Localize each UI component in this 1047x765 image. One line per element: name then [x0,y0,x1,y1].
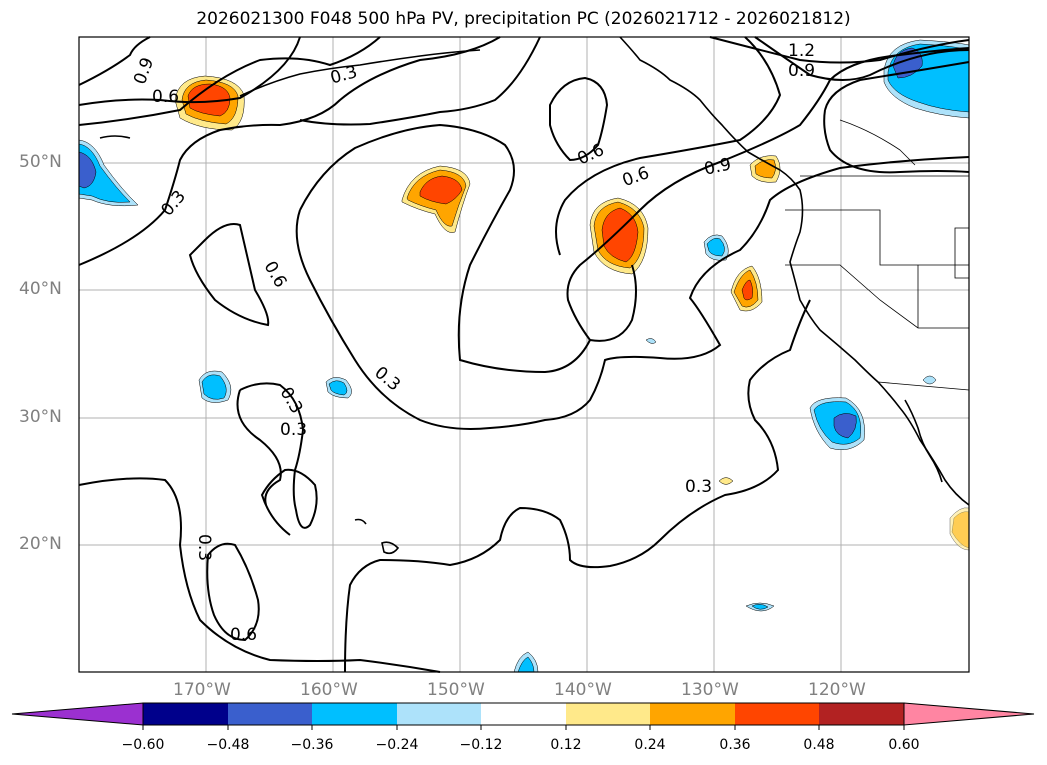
coastline-baja [904,399,943,483]
contour-label: 0.9 [788,61,815,81]
contour-0p9-ne-b [824,61,970,111]
contour-label: 0.6 [152,87,179,107]
contour-0p6-south [206,542,260,642]
contour-0p3-mid-b [236,389,282,506]
lon-label-120w: 120°W [808,680,866,700]
anomaly-pos-central [401,165,471,233]
map-background [79,37,969,672]
contour-0p9-ne [754,36,970,81]
colorbar-tick-label: −0.24 [375,737,419,753]
colorbar-tick-label: −0.36 [290,737,334,753]
contour-0p3-north [78,36,501,266]
coastline-aleutian-west [99,135,131,139]
contour-0p3-inner [299,36,541,126]
coastline-americas [619,36,970,506]
precip-anomaly-contour [517,656,535,673]
precip-anomaly-contour [419,175,463,205]
precip-anomaly-contour [741,279,753,301]
contour-0p3-southeast [344,299,811,673]
contour-0p6-loop [549,76,609,162]
colorbar-tick-label: 0.60 [888,737,920,753]
contour-0p3-south [78,477,441,673]
colorbar-extend-low [11,702,144,726]
colorbar-tick-label: 0.36 [719,737,751,753]
colorbar-tick-label: −0.60 [121,737,165,753]
precip-anomaly-contour [201,374,227,400]
contour-0p6-top [78,36,381,126]
colorbar-segment [819,703,904,725]
colorbar-tick-label: −0.12 [459,737,503,753]
anomaly-neg-west-edge [78,139,139,207]
precip-anomaly-contour [833,413,857,439]
colorbar-segment [650,703,735,725]
contour-0p6-jet [566,47,970,341]
anomaly-pos-vancouver [749,155,781,183]
precip-anomaly-contour [751,604,769,610]
precip-anomaly-contour [328,380,348,396]
coastline-aleutians [239,49,481,97]
coastlines [99,36,970,555]
colorbar-segment [228,703,312,725]
anomaly-pos-small [718,477,970,551]
lat-label-40n: 40°N [19,279,62,299]
border-states-a [785,209,969,266]
map-frame [78,36,970,673]
precip-anomaly-contour [718,477,734,485]
colorbar-segment [143,703,228,725]
pv-contours [78,36,970,673]
colorbar [11,702,1035,730]
contour-1p2 [709,36,970,64]
coastline-hawaii [381,541,400,555]
colorbar-tick-label: 0.48 [803,737,835,753]
contour-0p6-mid [188,223,270,327]
contour-0p9-ne-c [823,109,970,174]
contour-0p6-jet-b [555,36,782,256]
contour-label: 1.2 [788,41,815,61]
contour-label: 0.3 [685,477,712,497]
coastline-hawaii-b [354,518,367,525]
precip-anomaly-contour [78,151,97,189]
colorbar-segment [397,703,481,725]
colorbar-segment [735,703,819,725]
colorbar-segment [481,703,566,725]
anomaly-neg-small [198,234,937,673]
contour-0p3-mid [239,382,318,536]
borders [785,119,970,391]
contour-0p3-central-b [299,123,591,374]
lat-label-50n: 50°N [19,152,62,172]
border-alaska-bc [839,119,916,166]
contour-label: 0.3 [194,534,214,561]
contour-label: 0.3 [280,420,307,440]
lat-label-30n: 30°N [19,407,62,427]
precip-anomaly-contour [187,83,231,117]
lon-label-160w: 160°W [300,680,358,700]
lon-label-130w: 130°W [681,680,739,700]
anomaly-pos-offshore [730,265,763,312]
colorbar-segment [566,703,650,725]
contour-0p6-jet-c [589,264,637,342]
contour-0p6-nw [78,36,301,106]
colorbar-tick-label: 0.24 [634,737,666,753]
precip-anomaly-contour [706,237,725,257]
colorbar-segment [312,703,397,725]
lon-label-150w: 150°W [427,680,485,700]
lon-label-140w: 140°W [554,680,612,700]
contour-label: 0.6 [230,625,257,645]
precip-anomaly-contour [922,375,937,385]
contour-0p9-nw [78,36,151,86]
colorbar-tickmarks [142,725,905,730]
colorbar-tick-label: −0.48 [206,737,250,753]
lat-label-20n: 20°N [19,534,62,554]
contour-0p3-central [295,156,970,430]
colorbar-extend-high [903,702,1035,726]
map-title: 2026021300 F048 500 hPa PV, precipitatio… [196,9,851,29]
border-states-b [785,264,969,329]
precip-anomaly-contour [645,338,657,344]
colorbar-tick-label: 0.12 [550,737,582,753]
lon-label-170w: 170°W [173,680,231,700]
border-us-mexico [877,381,970,391]
colorbar-frame [142,702,905,726]
precip-anomaly-contour [78,143,131,203]
